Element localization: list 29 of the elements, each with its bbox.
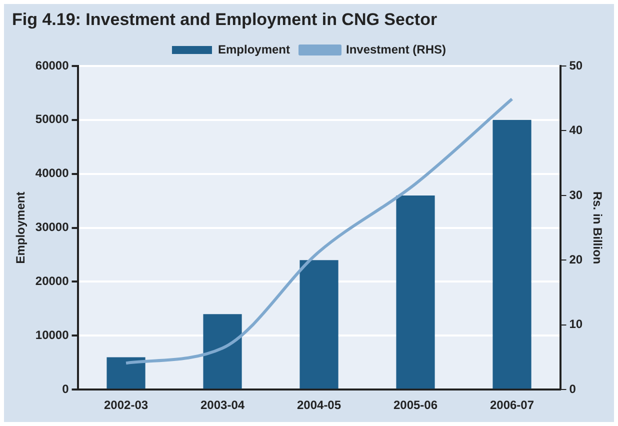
y-tick-label: 50000: [35, 112, 70, 126]
x-tick-label: 2005-06: [393, 398, 438, 412]
bar: [300, 260, 338, 389]
legend-label: Investment (RHS): [346, 42, 446, 56]
y-tick-label: 30000: [35, 220, 70, 234]
bar: [106, 357, 146, 389]
y2-tick-label: 30: [569, 188, 583, 202]
bar: [203, 314, 242, 389]
y-tick-label: 20000: [35, 274, 70, 288]
y-tick-label: 10000: [35, 328, 70, 342]
y-tick-label: 60000: [35, 58, 70, 72]
chart-title: Fig 4.19: Investment and Employment in CNG Sector: [12, 10, 438, 30]
y2-tick-label: 20: [569, 252, 583, 266]
x-tick-label: 2003-04: [200, 398, 245, 412]
y2-tick-label: 40: [569, 123, 583, 138]
y2-tick-label: 50: [569, 58, 583, 72]
y-tick-label: 0: [62, 382, 70, 396]
x-tick-label: 2006-07: [490, 398, 534, 412]
y2-tick-label: 0: [569, 382, 576, 396]
bar: [396, 195, 435, 389]
x-tick-label: 2004-05: [296, 398, 342, 412]
y2-axis-title: Rs. in Billion: [590, 191, 604, 264]
legend-label: Employment: [218, 42, 290, 56]
y2-tick-label: 10: [569, 317, 583, 332]
y-axis-title: Employment: [14, 192, 28, 264]
x-tick-label: 2002-03: [104, 398, 148, 412]
bar: [492, 120, 532, 389]
line-series: [124, 98, 514, 365]
y-tick-label: 40000: [35, 166, 70, 180]
